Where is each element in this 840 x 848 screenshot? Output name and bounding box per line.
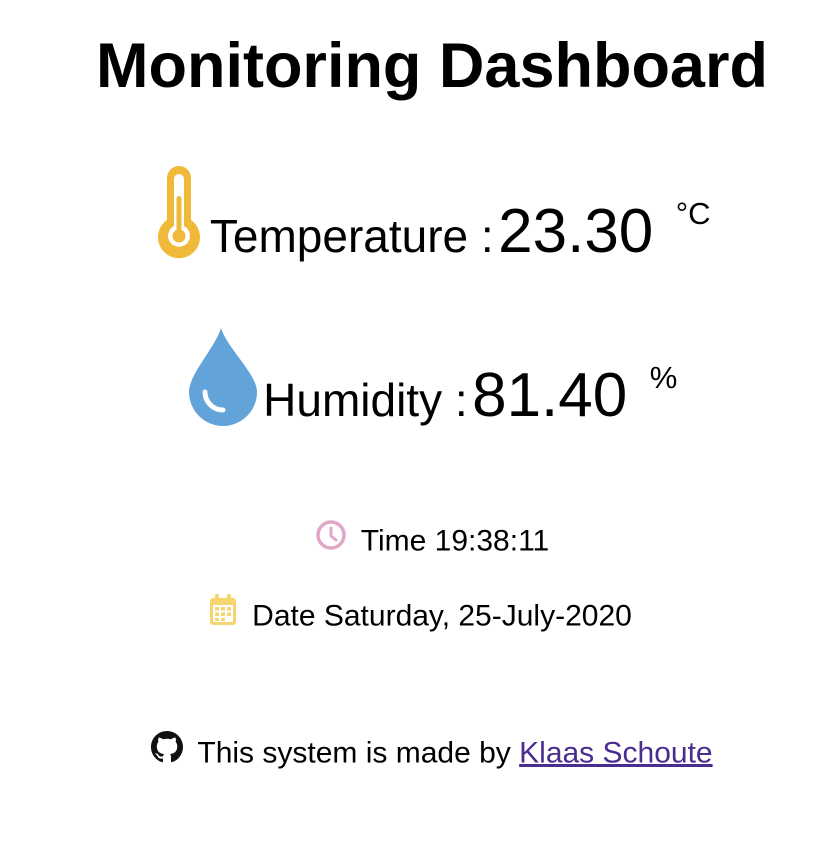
humidity-unit: % (649, 360, 678, 395)
footer: This system is made by Klaas Schoute (12, 731, 840, 775)
temperature-unit: °C (675, 196, 711, 231)
date-text: Date Saturday, 25-July-2020 (252, 599, 632, 633)
time-row: Time 19:38:11 (12, 519, 840, 563)
thermometer-icon (153, 162, 205, 267)
footer-text: This system is made by (197, 736, 520, 770)
temperature-value: 23.30 (498, 197, 654, 266)
page-title: Monitoring Dashboard (96, 31, 768, 101)
water-drop-icon (187, 326, 259, 431)
humidity-reading: Humidity : 81.40 % (0, 326, 840, 431)
author-link[interactable]: Klaas Schoute (519, 736, 713, 770)
github-icon (151, 731, 184, 772)
temperature-reading: Temperature : 23.30 °C (0, 162, 840, 267)
humidity-label: Humidity : (263, 374, 468, 426)
date-row: Date Saturday, 25-July-2020 (0, 593, 840, 639)
temperature-label: Temperature : (209, 210, 494, 262)
time-text: Time 19:38:11 (360, 524, 550, 558)
humidity-value: 81.40 (472, 361, 628, 430)
calendar-icon (208, 593, 238, 636)
clock-icon (315, 519, 347, 560)
